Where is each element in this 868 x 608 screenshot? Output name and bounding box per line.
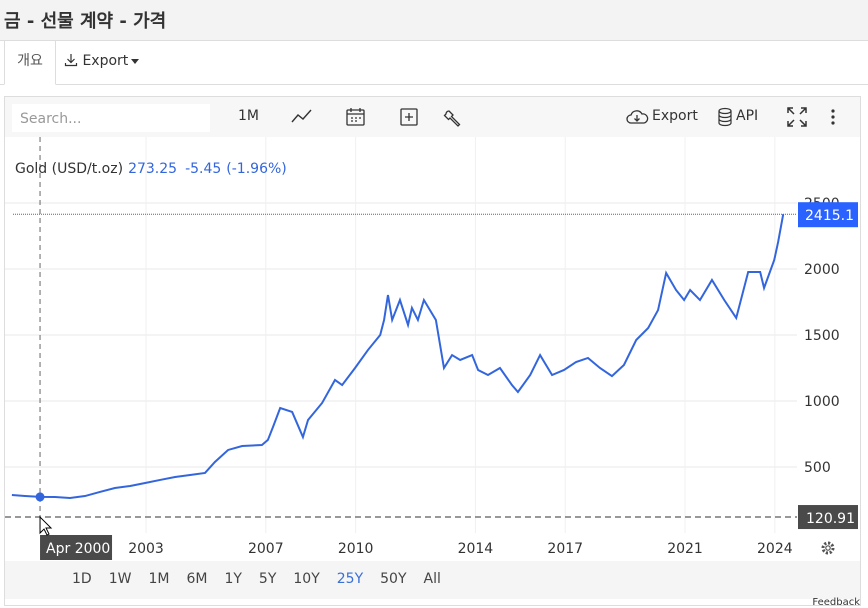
y-tick-label: 2000 <box>804 262 840 278</box>
crosshair-price-label: 120.91 <box>806 511 855 527</box>
export-cloud-icon[interactable] <box>626 108 650 126</box>
api-button[interactable]: API <box>736 108 759 124</box>
calendar-icon[interactable] <box>346 108 365 126</box>
last-price-box <box>798 202 858 228</box>
range-button[interactable]: 50Y <box>380 571 407 587</box>
x-tick-label: 2024 <box>757 541 793 557</box>
range-button[interactable]: 5Y <box>258 571 277 587</box>
tab-export[interactable]: Export <box>64 41 140 84</box>
search-box[interactable]: Search... <box>12 104 210 132</box>
api-icon[interactable] <box>717 107 733 127</box>
range-button[interactable]: 6M <box>186 571 208 587</box>
page-title: 금 - 선물 계약 - 가격 <box>4 11 167 32</box>
export-button[interactable]: Export <box>652 108 698 124</box>
crosshair-date-box <box>40 535 113 560</box>
legend: Gold (USD/t.oz) 273.25 -5.45 (-1.96%) <box>15 161 287 177</box>
crosshair-price-box <box>798 505 858 530</box>
y-tick-label: 500 <box>804 460 831 476</box>
legend-change-percent: (-1.96%) <box>226 161 286 177</box>
view-icons <box>787 107 835 127</box>
feedback-link[interactable]: Feedback <box>812 597 860 608</box>
hover-point <box>35 492 45 502</box>
range-button[interactable]: 1D <box>72 571 92 587</box>
range-button[interactable]: 1W <box>108 571 132 587</box>
fullscreen-icon[interactable] <box>787 107 807 127</box>
x-tick-label: 2014 <box>458 541 494 557</box>
price-line <box>11 214 785 500</box>
x-tick-label: 2021 <box>667 541 703 557</box>
y-tick-label: 1500 <box>804 328 840 344</box>
last-price-label: 2415.1 <box>805 208 854 224</box>
range-button[interactable]: All <box>423 571 441 587</box>
add-icon[interactable] <box>400 108 418 126</box>
chart-frame <box>4 96 861 606</box>
x-tick-label: 2003 <box>128 541 164 557</box>
interval-button[interactable]: 1M <box>238 108 259 124</box>
download-icon <box>64 54 78 67</box>
gear-icon[interactable] <box>821 541 835 555</box>
range-button[interactable]: 1Y <box>224 571 242 587</box>
legend-series-name: Gold (USD/t.oz) <box>15 161 123 177</box>
range-button[interactable]: 1M <box>148 571 170 587</box>
range-bar <box>5 561 860 599</box>
settings-wrench-icon[interactable] <box>443 110 461 127</box>
legend-change: -5.45 <box>185 161 221 177</box>
toolbar-icons <box>291 108 461 127</box>
range-button[interactable]: 10Y <box>293 571 320 587</box>
cursor <box>39 515 53 536</box>
line-icon[interactable] <box>291 109 312 123</box>
x-tick-label: 2010 <box>338 541 374 557</box>
legend-value: 273.25 <box>128 161 177 177</box>
more-icon[interactable] <box>831 109 835 125</box>
tab-export-label: Export <box>82 53 129 69</box>
tab-bar: 개요 Export <box>0 41 868 85</box>
crosshair-date-label: Apr 2000 <box>46 541 110 557</box>
range-button[interactable]: 25Y <box>336 571 364 587</box>
y-tick-label: 1000 <box>804 394 840 410</box>
x-tick-label: 2007 <box>248 541 284 557</box>
tab-overview[interactable]: 개요 <box>4 41 56 85</box>
x-tick-label: 2017 <box>547 541 583 557</box>
page-header: 금 - 선물 계약 - 가격 <box>0 0 868 41</box>
